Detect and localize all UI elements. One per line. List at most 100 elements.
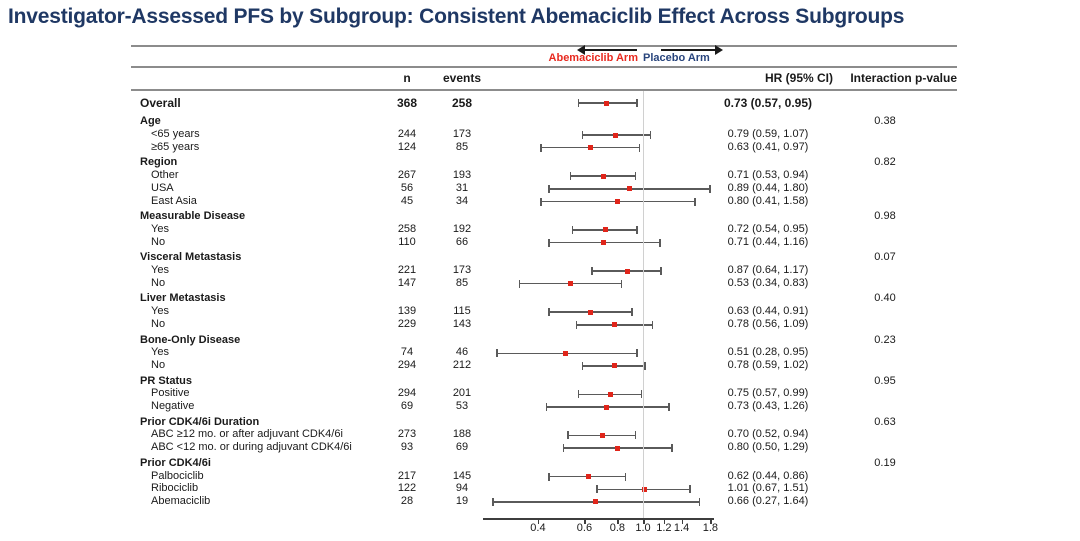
ci-cap-high — [649, 131, 652, 140]
abemaciclib-arrow-line — [583, 49, 637, 51]
row-label: USA — [151, 181, 174, 194]
ci-cap-low — [548, 184, 550, 193]
hr-ci-value: 0.80 (0.50, 1.29) — [727, 441, 809, 454]
events-value: 143 — [452, 317, 472, 330]
ci-cap-low — [548, 308, 550, 317]
col-header-n: n — [403, 71, 411, 85]
ci-cap-high — [636, 225, 638, 234]
interaction-p-value: 0.38 — [874, 115, 896, 128]
hr-point-marker — [599, 432, 605, 438]
ci-cap-high — [709, 184, 711, 193]
x-axis-tick-label: 1.8 — [702, 522, 719, 534]
row-label: ABC <12 mo. or during adjuvant CDK4/6i — [151, 441, 352, 454]
hr-point-marker — [627, 186, 633, 192]
events-value: 145 — [452, 469, 472, 482]
events-value: 85 — [455, 276, 469, 289]
hr-point-marker — [587, 309, 593, 315]
hr-ci-value: 0.87 (0.64, 1.17) — [727, 264, 809, 277]
row-label: No — [151, 276, 166, 289]
ci-cap-high — [638, 143, 640, 152]
ci-cap-low — [562, 444, 565, 453]
ci-cap-low — [545, 403, 548, 412]
events-value: 19 — [455, 494, 469, 507]
hr-point-marker — [607, 391, 613, 397]
row-label: Yes — [151, 264, 169, 277]
hr-ci-value: 0.73 (0.57, 0.95) — [723, 96, 813, 110]
row-label: No — [151, 358, 166, 371]
row-label: Negative — [151, 400, 195, 413]
ci-cap-low — [591, 267, 593, 276]
events-value: 193 — [452, 169, 472, 182]
n-value: 124 — [397, 140, 417, 153]
events-value: 94 — [455, 482, 469, 495]
hr-ci-value: 0.73 (0.43, 1.26) — [727, 400, 809, 413]
row-label: Ribociclib — [151, 482, 199, 495]
interaction-p-value: 0.40 — [874, 292, 896, 305]
hr-ci-value: 0.80 (0.41, 1.58) — [727, 194, 809, 207]
hr-point-marker — [567, 281, 573, 287]
hr-point-marker — [592, 499, 598, 505]
n-value: 229 — [397, 317, 417, 330]
events-value: 31 — [455, 181, 469, 194]
ci-cap-high — [634, 431, 637, 440]
hr-point-marker — [641, 486, 647, 492]
ci-cap-high — [668, 403, 670, 412]
group-header-label: Measurable Disease — [140, 210, 246, 223]
hr-ci-value: 0.62 (0.44, 0.86) — [727, 469, 809, 482]
n-value: 69 — [400, 400, 414, 413]
ci-cap-high — [636, 99, 638, 107]
group-header-label: Region — [140, 156, 178, 169]
row-label: Yes — [151, 346, 169, 359]
row-label: Abemaciclib — [151, 494, 211, 507]
ci-cap-low — [569, 172, 571, 181]
hr-ci-value: 0.63 (0.44, 0.91) — [727, 305, 809, 318]
n-value: 93 — [400, 441, 414, 454]
row-label: Palbociclib — [151, 469, 204, 482]
row-label: Overall — [140, 96, 181, 110]
hr-ci-value: 0.79 (0.59, 1.07) — [727, 128, 809, 141]
abemaciclib-arm-label: Abemaciclib Arm — [548, 52, 638, 64]
ci-cap-high — [651, 320, 654, 329]
row-label: Positive — [151, 387, 190, 400]
interaction-p-value: 0.82 — [874, 156, 896, 169]
hr-ci-value: 0.72 (0.54, 0.95) — [727, 222, 809, 235]
group-header-label: Bone-Only Disease — [140, 333, 241, 346]
n-value: 139 — [397, 305, 417, 318]
x-axis-tick — [710, 520, 712, 524]
x-axis-tick — [643, 520, 645, 524]
row-label: No — [151, 317, 166, 330]
row-label: <65 years — [151, 128, 200, 141]
hr-point-marker — [585, 474, 591, 480]
interaction-p-value: 0.07 — [874, 251, 896, 264]
n-value: 273 — [397, 428, 417, 441]
events-value: 258 — [451, 96, 473, 110]
ci-cap-low — [548, 238, 550, 247]
hr-point-marker — [601, 240, 607, 246]
hr-point-marker — [614, 199, 620, 205]
hr-ci-value: 0.53 (0.34, 0.83) — [727, 276, 809, 289]
ci-cap-high — [631, 308, 633, 317]
hr-ci-value: 0.89 (0.44, 1.80) — [727, 181, 809, 194]
x-axis-tick — [537, 520, 540, 524]
table-header-rule — [131, 89, 957, 91]
ci-cap-high — [640, 390, 643, 399]
row-label: No — [151, 235, 166, 248]
hr-point-marker — [614, 445, 620, 451]
ci-cap-low — [575, 320, 578, 329]
hr-point-marker — [624, 268, 630, 274]
row-label: ABC ≥12 mo. or after adjuvant CDK4/6i — [151, 428, 343, 441]
hr-ci-value: 0.66 (0.27, 1.64) — [727, 494, 809, 507]
ci-cap-low — [540, 143, 542, 152]
n-value: 56 — [400, 181, 414, 194]
col-header-events: events — [442, 71, 482, 85]
hr-point-marker — [612, 363, 617, 369]
events-value: 212 — [452, 358, 472, 371]
ci-cap-high — [698, 497, 701, 506]
n-value: 258 — [397, 222, 417, 235]
n-value: 294 — [397, 358, 417, 371]
events-value: 115 — [453, 305, 471, 318]
n-value: 217 — [397, 469, 417, 482]
n-value: 122 — [397, 482, 417, 495]
interaction-p-value: 0.98 — [874, 210, 896, 223]
hr-ci-value: 0.78 (0.56, 1.09) — [727, 317, 809, 330]
